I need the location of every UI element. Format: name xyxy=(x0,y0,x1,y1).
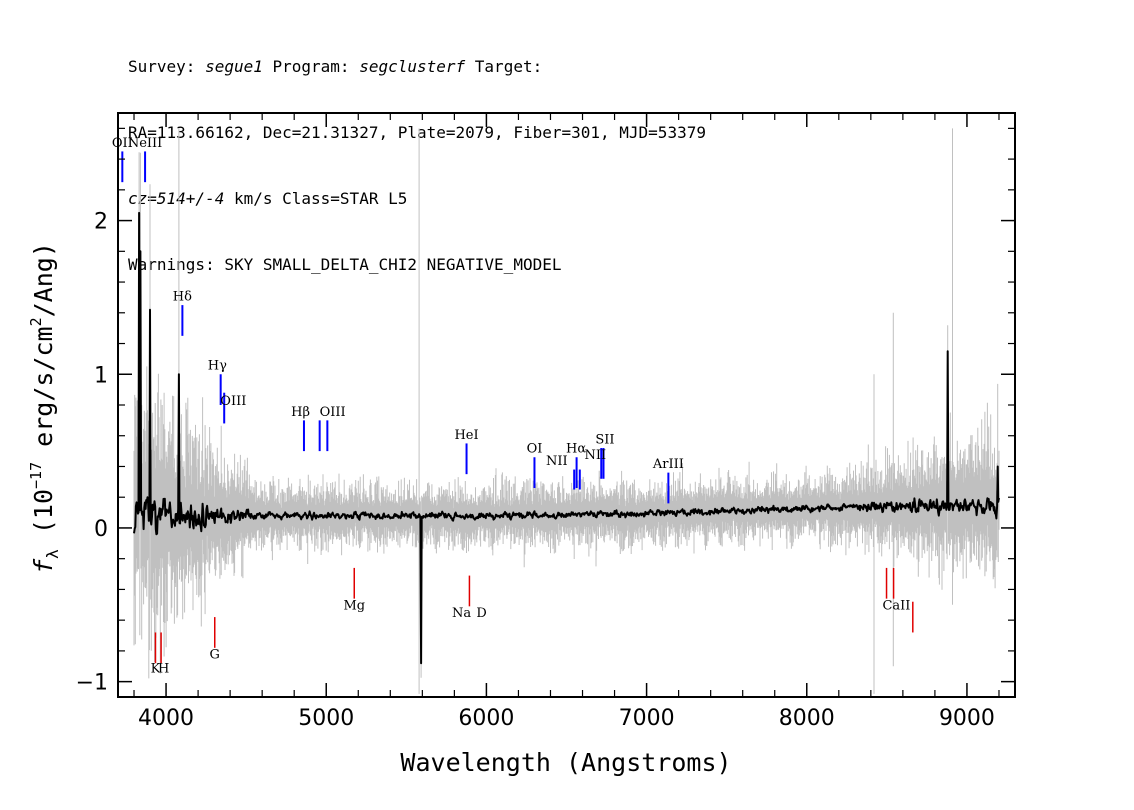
emission-line-label: OIII xyxy=(320,405,346,420)
emission-line-label: Hδ xyxy=(173,289,192,304)
x-tick-label: 9000 xyxy=(939,706,995,731)
y-tick-label: 1 xyxy=(94,363,108,388)
target-label: Target: xyxy=(465,57,543,76)
absorption-line-label: Na xyxy=(452,606,471,621)
absorption-line-label: D xyxy=(476,606,486,621)
x-tick-label: 6000 xyxy=(458,706,514,731)
absorption-line-label: Mg xyxy=(343,598,365,613)
absorption-line-label: H xyxy=(158,661,169,676)
x-tick-label: 8000 xyxy=(779,706,835,731)
x-tick-label: 4000 xyxy=(138,706,194,731)
program-name: segclusterf xyxy=(359,57,466,76)
emission-line-label: SII xyxy=(595,432,614,447)
error-band-path xyxy=(133,128,1000,694)
emission-line-label: OIII xyxy=(220,394,246,409)
x-tick-label: 7000 xyxy=(619,706,675,731)
emission-line-label: Hγ xyxy=(208,359,227,374)
emission-line-label: Hβ xyxy=(291,405,310,420)
program-prefix: Program: xyxy=(262,57,360,76)
redshift-value: cz=514+/-4 xyxy=(128,189,225,208)
plot-border xyxy=(117,112,1016,698)
emission-line-label: HeI xyxy=(454,428,478,443)
emission-line-label: NII xyxy=(585,448,607,463)
survey-prefix: Survey: xyxy=(128,57,206,76)
y-tick-label: 2 xyxy=(94,210,108,235)
header-line-coordinates: RA=113.66162, Dec=21.31327, Plate=2079, … xyxy=(128,123,706,142)
header-line-survey: Survey: segue1 Program: segclusterf Targ… xyxy=(128,56,706,78)
emission-line-label: NII xyxy=(546,454,568,469)
y-tick-label: 0 xyxy=(94,517,108,542)
survey-name: segue1 xyxy=(205,57,263,76)
plot-frame xyxy=(117,112,1016,698)
y-axis-title: fλ (10−17 erg/s/cm2/Ang) xyxy=(27,242,62,574)
axis-ticks: 4000 5000 6000 7000 8000 9000 −1 0 1 2 xyxy=(76,113,1015,731)
class-value: km/s Class=STAR L5 xyxy=(224,189,408,208)
emission-line-label: OI xyxy=(527,442,543,457)
x-tick-label: 5000 xyxy=(298,706,354,731)
header-line-redshift: cz=514+/-4 km/s Class=STAR L5 xyxy=(128,188,706,210)
emission-line-label: ArIII xyxy=(652,457,684,472)
flux-series xyxy=(133,211,1000,665)
absorption-line-label: CaII xyxy=(882,598,910,613)
absorption-line-label: K xyxy=(151,661,161,676)
absorption-line-label: G xyxy=(210,648,220,663)
error-band xyxy=(133,128,1000,694)
flux-line xyxy=(133,211,1000,665)
x-axis-title: Wavelength (Angstroms) xyxy=(400,748,731,777)
y-tick-label: −1 xyxy=(76,671,108,696)
emission-line-label: Hα xyxy=(566,442,586,457)
emission-line-label: NeIII xyxy=(128,136,162,151)
